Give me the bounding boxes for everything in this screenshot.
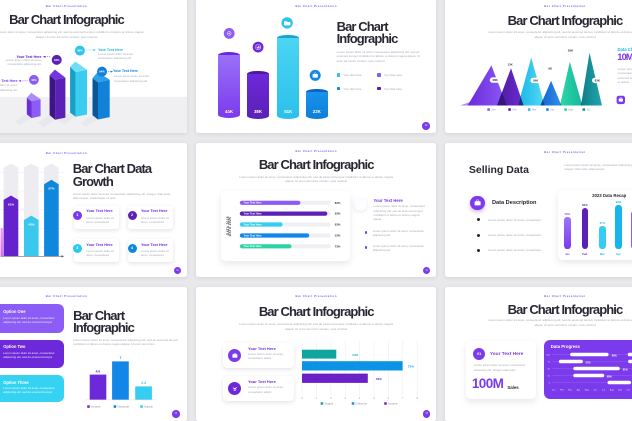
svg-text:Feb: Feb <box>512 107 517 111</box>
svg-text:Your Text Here: Your Text Here <box>244 222 263 226</box>
svg-text:23%: 23% <box>352 353 358 357</box>
svg-text:3: 3 <box>345 396 347 400</box>
svg-text:43%: 43% <box>28 222 34 226</box>
svg-text:Mar: Mar <box>532 107 537 111</box>
svg-text:Apr: Apr <box>550 107 554 111</box>
svg-text:93%: 93% <box>335 212 341 216</box>
svg-text:Your Text Here: Your Text Here <box>244 211 263 215</box>
svg-text:64%: 64% <box>54 58 60 62</box>
svg-text:Income: Income <box>388 401 398 405</box>
svg-text:6: 6 <box>388 396 390 400</box>
svg-text:73%: 73% <box>335 244 341 248</box>
svg-text:28K: 28K <box>492 78 498 82</box>
svg-text:Your Text Here: Your Text Here <box>244 233 263 237</box>
svg-text:Supply: Supply <box>143 404 152 408</box>
svg-text:68%: 68% <box>607 375 613 378</box>
svg-text:Apr: Apr <box>577 388 581 391</box>
svg-text:7: 7 <box>119 356 121 360</box>
svg-text:Supply: Supply <box>325 401 334 405</box>
svg-text:42%: 42% <box>31 78 37 82</box>
svg-text:9K: 9K <box>548 66 553 70</box>
svg-text:25: 25 <box>548 375 551 377</box>
svg-text:May: May <box>585 389 590 391</box>
svg-text:Outcome: Outcome <box>356 401 368 405</box>
svg-text:8: 8 <box>417 396 419 400</box>
svg-text:0: 0 <box>549 382 551 384</box>
svg-text:7: 7 <box>402 396 404 400</box>
svg-text:0: 0 <box>301 396 303 400</box>
svg-text:75: 75 <box>548 361 551 363</box>
svg-text:4.6: 4.6 <box>95 369 100 373</box>
svg-text:11K: 11K <box>508 62 514 66</box>
svg-text:94%: 94% <box>99 69 105 73</box>
svg-text:Income: Income <box>90 404 100 408</box>
svg-text:53%: 53% <box>335 233 341 237</box>
svg-text:63K: 63K <box>595 78 601 82</box>
svg-text:98%: 98% <box>612 354 618 357</box>
svg-text:2: 2 <box>330 396 332 400</box>
svg-text:4: 4 <box>359 396 361 400</box>
svg-text:1: 1 <box>316 396 318 400</box>
svg-text:Jan: Jan <box>552 389 556 391</box>
svg-text:83%: 83% <box>335 201 341 205</box>
svg-text:54K: 54K <box>533 78 539 82</box>
svg-text:100: 100 <box>546 354 550 356</box>
svg-text:61%: 61% <box>7 202 13 206</box>
svg-text:63%: 63% <box>335 222 341 226</box>
svg-text:Your Text Here: Your Text Here <box>244 201 263 205</box>
svg-text:57%: 57% <box>48 187 54 191</box>
svg-text:Aug: Aug <box>610 388 615 391</box>
svg-text:Oct: Oct <box>627 388 631 391</box>
svg-text:Jun: Jun <box>586 107 591 111</box>
svg-text:73%: 73% <box>408 364 414 368</box>
svg-text:Outcome: Outcome <box>117 404 129 408</box>
svg-text:Feb: Feb <box>560 389 565 391</box>
svg-text:81%: 81% <box>623 368 629 371</box>
svg-text:DATA 2025: DATA 2025 <box>228 217 232 236</box>
svg-text:46%: 46% <box>376 377 382 381</box>
svg-text:88%: 88% <box>77 48 83 52</box>
svg-text:Sep: Sep <box>618 389 623 391</box>
svg-text:May: May <box>568 107 574 111</box>
svg-text:52%: 52% <box>586 361 592 364</box>
svg-text:Jul: Jul <box>602 389 605 391</box>
svg-text:Jan: Jan <box>491 107 496 111</box>
svg-text:Your Text Here: Your Text Here <box>244 244 263 248</box>
svg-text:29K: 29K <box>568 48 574 52</box>
svg-text:50: 50 <box>548 368 551 370</box>
svg-text:5: 5 <box>373 396 375 400</box>
svg-text:2.4: 2.4 <box>141 381 146 385</box>
svg-text:Jun: Jun <box>593 389 597 391</box>
svg-text:Mar: Mar <box>568 388 572 391</box>
